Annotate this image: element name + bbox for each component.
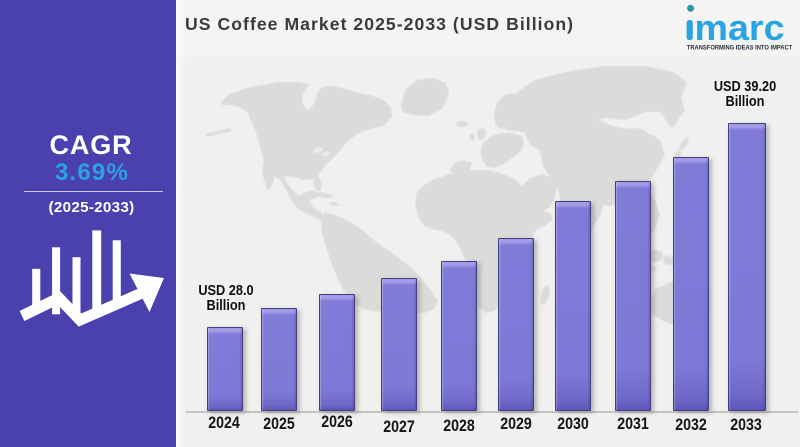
svg-text:marc: marc (695, 7, 785, 48)
svg-text:TRANSFORMING IDEAS INTO IMPACT: TRANSFORMING IDEAS INTO IMPACT (687, 44, 793, 51)
